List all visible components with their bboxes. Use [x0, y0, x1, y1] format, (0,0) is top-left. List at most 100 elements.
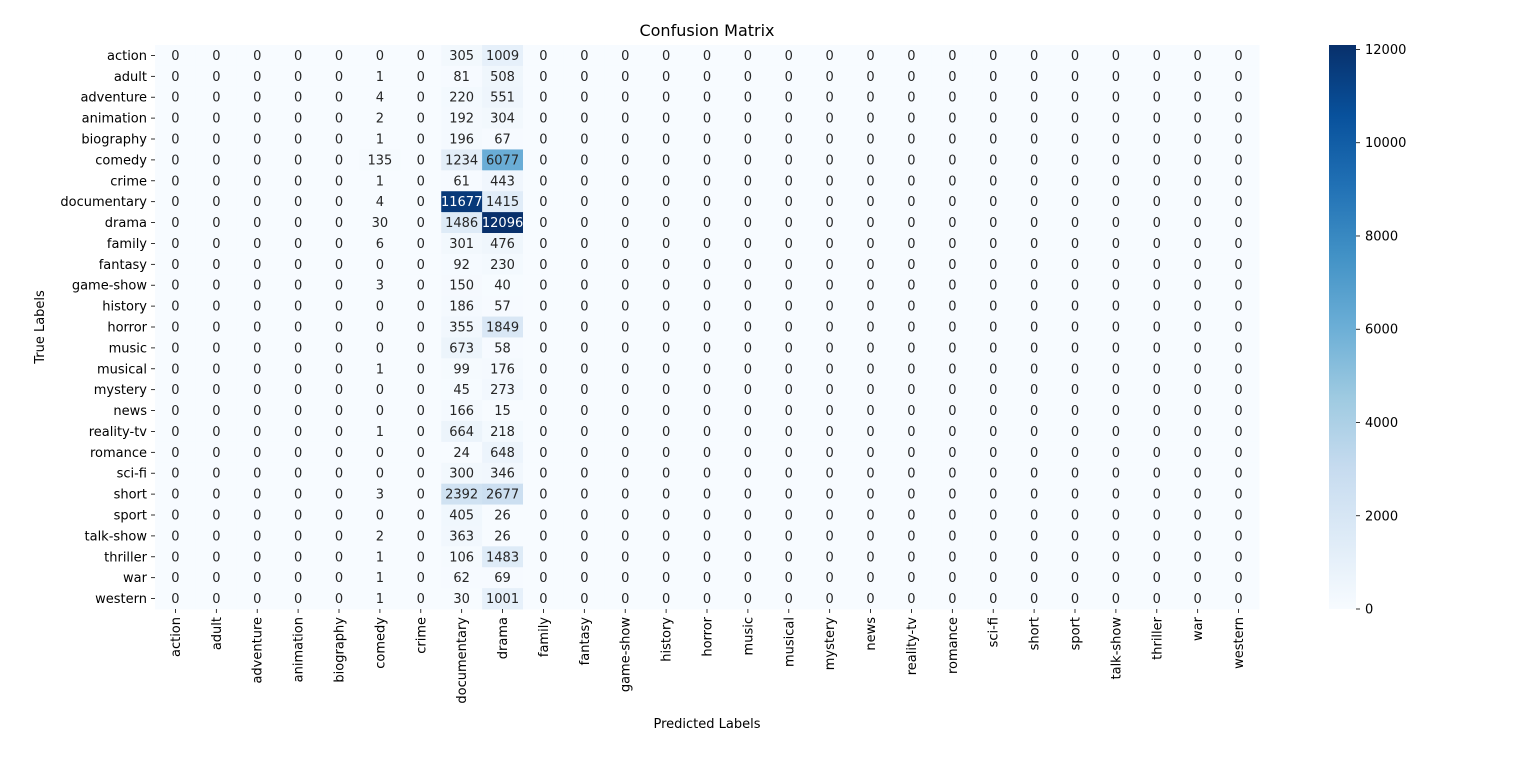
cell-value-label: 0 — [294, 49, 302, 64]
heatmap-cell — [400, 212, 442, 234]
cell-value-label: 0 — [1112, 341, 1120, 356]
heatmap-cell — [195, 546, 238, 568]
heatmap-cell — [1095, 274, 1137, 297]
cell-value-label: 0 — [785, 49, 793, 64]
heatmap-cell — [482, 274, 524, 297]
cell-value-label: 0 — [1071, 91, 1079, 106]
cell-value-label: 0 — [785, 550, 793, 565]
cell-value-label: 0 — [580, 279, 588, 294]
cell-value-label: 0 — [335, 446, 343, 461]
heatmap-cell — [809, 400, 851, 422]
cell-value-label: 0 — [662, 529, 670, 544]
cell-value-label: 0 — [171, 509, 179, 524]
cell-value-label: 0 — [866, 550, 874, 565]
heatmap-cell — [604, 462, 647, 485]
heatmap-cell — [850, 483, 892, 506]
cell-value-label: 305 — [449, 49, 474, 64]
heatmap-cell — [1013, 441, 1056, 464]
heatmap-cell — [686, 588, 728, 610]
cell-value-label: 0 — [1194, 383, 1202, 398]
heatmap-cell — [1177, 316, 1219, 338]
heatmap-cell — [236, 233, 279, 255]
heatmap-cell — [1095, 107, 1137, 130]
cell-value-label: 192 — [449, 112, 474, 127]
cell-value-label: 443 — [490, 174, 515, 189]
heatmap-cell — [155, 588, 197, 610]
heatmap-cell — [236, 379, 279, 401]
x-tick-label: horror — [701, 616, 716, 656]
heatmap-cell — [195, 170, 238, 192]
cell-value-label: 273 — [490, 383, 515, 398]
cell-value-label: 0 — [1112, 91, 1120, 106]
heatmap-cell — [1177, 400, 1219, 422]
heatmap-cell — [400, 128, 442, 150]
heatmap-cell — [768, 253, 810, 276]
cell-value-label: 0 — [621, 446, 629, 461]
heatmap-cell — [850, 65, 892, 88]
heatmap-cell — [809, 274, 851, 297]
heatmap-cell — [155, 65, 197, 88]
cell-value-label: 0 — [335, 279, 343, 294]
cell-value-label: 405 — [449, 509, 474, 524]
cell-value-label: 0 — [826, 571, 834, 586]
cell-value-label: 0 — [866, 509, 874, 524]
heatmap-cell — [318, 253, 360, 276]
cell-value-label: 0 — [1153, 467, 1161, 482]
cell-value-label: 0 — [376, 446, 384, 461]
heatmap-cell — [604, 274, 647, 297]
heatmap-cell — [1013, 253, 1056, 276]
heatmap-cell — [236, 295, 279, 318]
heatmap-cell — [277, 462, 320, 485]
heatmap-cell — [972, 462, 1015, 485]
heatmap-cell — [1218, 65, 1260, 88]
heatmap-cell — [482, 107, 524, 130]
heatmap-cell — [891, 525, 933, 547]
heatmap-cell — [645, 212, 688, 234]
heatmap-cell — [563, 107, 606, 130]
y-tick-label: thriller — [104, 550, 148, 565]
heatmap-cell — [1136, 170, 1178, 192]
heatmap-cell — [1054, 316, 1096, 338]
cell-value-label: 0 — [989, 216, 997, 231]
heatmap-cell — [482, 233, 524, 255]
heatmap-cell — [850, 400, 892, 422]
cell-value-label: 0 — [212, 133, 220, 148]
heatmap-cell — [318, 295, 360, 318]
heatmap-cell — [891, 441, 933, 464]
cell-value-label: 1009 — [486, 49, 519, 64]
cell-value-label: 0 — [621, 321, 629, 336]
y-tick-label: action — [107, 49, 147, 64]
heatmap-cell — [1095, 191, 1137, 213]
heatmap-cell — [195, 233, 238, 255]
heatmap-cell — [1136, 567, 1178, 589]
cell-value-label: 0 — [335, 529, 343, 544]
cell-value-label: 0 — [826, 362, 834, 377]
cell-value-label: 0 — [253, 383, 261, 398]
heatmap-cell — [563, 441, 606, 464]
cell-value-label: 476 — [490, 237, 515, 252]
cell-value-label: 0 — [376, 404, 384, 419]
heatmap-cell — [850, 588, 892, 610]
cell-value-label: 0 — [171, 112, 179, 127]
heatmap-cell — [400, 337, 442, 359]
cell-value-label: 0 — [417, 341, 425, 356]
heatmap-cell — [195, 253, 238, 276]
heatmap-cell — [972, 233, 1015, 255]
heatmap-cell — [523, 379, 565, 401]
heatmap-cell — [604, 191, 647, 213]
cell-value-label: 0 — [294, 153, 302, 168]
heatmap-cell — [809, 462, 851, 485]
cell-value-label: 0 — [335, 91, 343, 106]
x-tick-label: talk-show — [1109, 617, 1124, 680]
cell-value-label: 0 — [212, 592, 220, 607]
cell-value-label: 0 — [171, 404, 179, 419]
cell-value-label: 0 — [662, 279, 670, 294]
cell-value-label: 0 — [539, 300, 547, 315]
cell-value-label: 0 — [1194, 467, 1202, 482]
cell-value-label: 0 — [662, 321, 670, 336]
cell-value-label: 0 — [907, 174, 915, 189]
heatmap-cell — [523, 253, 565, 276]
heatmap-cell — [1054, 233, 1096, 255]
heatmap-cell — [727, 358, 769, 380]
heatmap-cell — [727, 233, 769, 255]
